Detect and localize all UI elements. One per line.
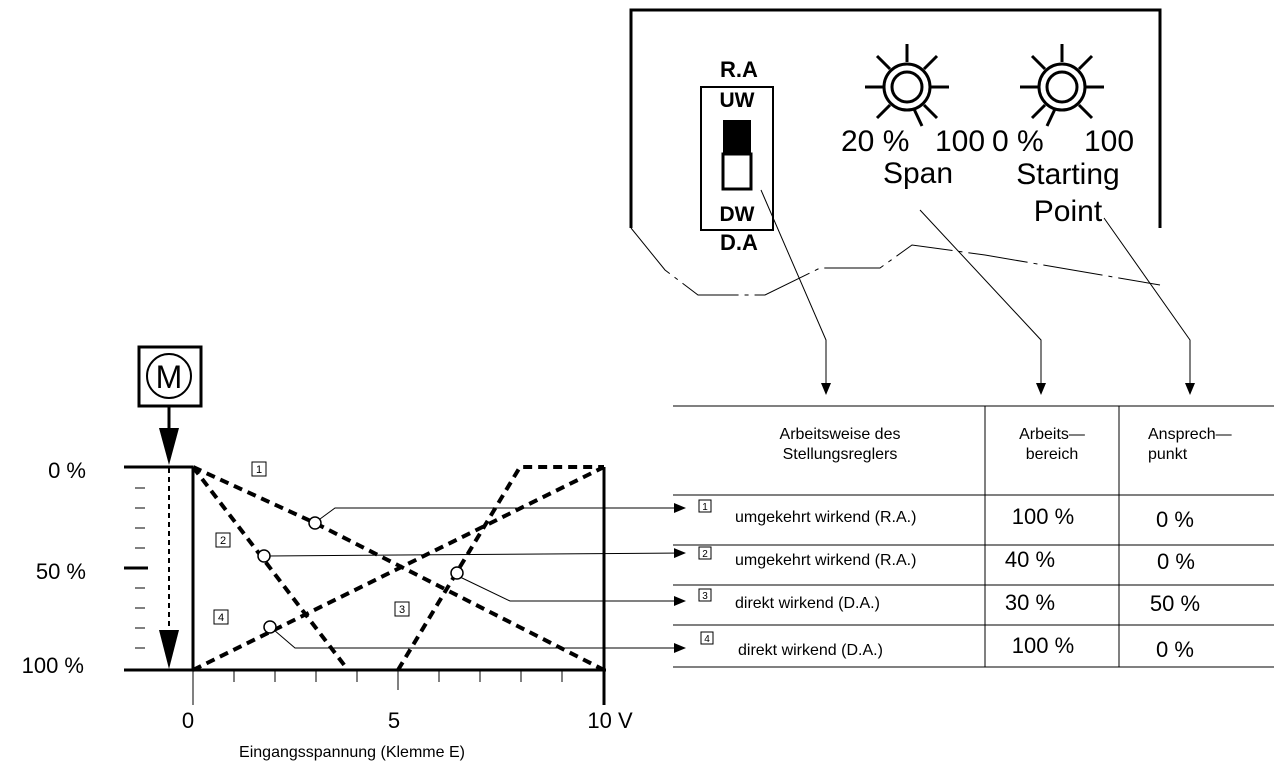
- span-scale-max: 100: [935, 125, 985, 158]
- svg-text:4: 4: [218, 612, 224, 624]
- header-range-line1: Arbeits—: [1019, 426, 1085, 443]
- row1-start: 0 %: [1156, 507, 1194, 532]
- switch-dw-label: DW: [720, 203, 755, 226]
- row3-number: 3: [702, 591, 708, 602]
- curve-4: [192, 465, 605, 672]
- span-scale-min: 20 %: [841, 125, 909, 158]
- x-tick-0: 0: [182, 708, 194, 733]
- row3-number-box: [698, 588, 712, 602]
- row4-range: 100 %: [1012, 633, 1074, 658]
- x-axis-label: Eingangsspannung (Klemme E): [239, 744, 465, 761]
- switch-ra-label: R.A: [720, 57, 758, 82]
- x-tick-10: 10 V: [587, 708, 633, 733]
- y-tick-50: 50 %: [36, 559, 86, 584]
- callout-lines: [267, 503, 686, 653]
- motor-down-arrow: [159, 428, 179, 465]
- curve-label-3: 3: [394, 601, 410, 617]
- graph-frame: [124, 465, 606, 705]
- row1-number-box: [698, 499, 712, 513]
- row1-range: 100 %: [1012, 504, 1074, 529]
- svg-text:3: 3: [399, 604, 405, 616]
- row3-mode: direkt wirkend (D.A.): [735, 595, 880, 612]
- characteristic-curves: [191, 465, 605, 672]
- row4-number-box: [700, 631, 714, 645]
- row4-mode: direkt wirkend (D.A.): [738, 642, 883, 659]
- row3-start: 50 %: [1150, 591, 1200, 616]
- header-mode-line1: Arbeitsweise des: [780, 426, 901, 443]
- header-start-line1: Ansprech—: [1148, 426, 1232, 443]
- motor-label: M: [156, 359, 183, 395]
- y-minor-ticks: [135, 487, 145, 649]
- y-tick-0: 0 %: [48, 458, 86, 483]
- header-start-line2: punkt: [1148, 446, 1188, 463]
- curve-label-4: 4: [213, 609, 229, 625]
- starting-point-potentiometer-icon[interactable]: [1020, 44, 1104, 127]
- svg-text:1: 1: [256, 464, 262, 476]
- header-mode-line2: Stellungsreglers: [783, 446, 898, 463]
- row2-number: 2: [702, 549, 708, 560]
- curve-3: [396, 465, 604, 672]
- settings-table: Arbeitsweise des Stellungsreglers Arbeit…: [673, 405, 1274, 668]
- response-graph: 0 % 50 % 100 % 0 5 10 V Eingangsspannung…: [22, 458, 686, 761]
- start-scale-min: 0 %: [992, 125, 1044, 158]
- y-tick-100: 100 %: [22, 653, 84, 678]
- start-label-line1: Starting: [1016, 158, 1119, 191]
- row1-number: 1: [702, 502, 708, 513]
- row2-start: 0 %: [1157, 549, 1195, 574]
- callout-markers: [257, 516, 464, 634]
- start-label-line2: Point: [1034, 195, 1103, 228]
- row1-mode: umgekehrt wirkend (R.A.): [735, 509, 916, 526]
- row2-mode: umgekehrt wirkend (R.A.): [735, 552, 916, 569]
- curve-label-2: 2: [215, 532, 231, 548]
- switch-da-label: D.A: [720, 230, 758, 255]
- x-minor-ticks: [233, 670, 563, 682]
- row4-start: 0 %: [1156, 637, 1194, 662]
- curve-1: [192, 465, 605, 672]
- row4-number: 4: [704, 634, 710, 645]
- switch-uw-label: UW: [720, 89, 755, 112]
- motor-icon: [146, 353, 192, 399]
- x-tick-5: 5: [388, 708, 400, 733]
- curve-2: [191, 465, 350, 672]
- direction-switch[interactable]: [700, 86, 774, 231]
- span-potentiometer-icon[interactable]: [865, 44, 949, 127]
- control-panel: R.A UW DW D.A 20 % 100 Span: [629, 8, 1195, 395]
- svg-text:2: 2: [220, 535, 226, 547]
- panel-break-line: [630, 227, 1161, 296]
- panel-leader-lines: [760, 189, 1195, 395]
- panel-frame: [629, 8, 1162, 228]
- span-label: Span: [883, 157, 953, 190]
- row2-number-box: [698, 546, 712, 560]
- row3-range: 30 %: [1005, 590, 1055, 615]
- curve-label-1: 1: [251, 461, 267, 477]
- stroke-end-arrow: [159, 630, 179, 669]
- row2-range: 40 %: [1005, 547, 1055, 572]
- motor: M: [137, 345, 203, 669]
- start-scale-max: 100: [1084, 125, 1134, 158]
- header-range-line2: bereich: [1026, 446, 1078, 463]
